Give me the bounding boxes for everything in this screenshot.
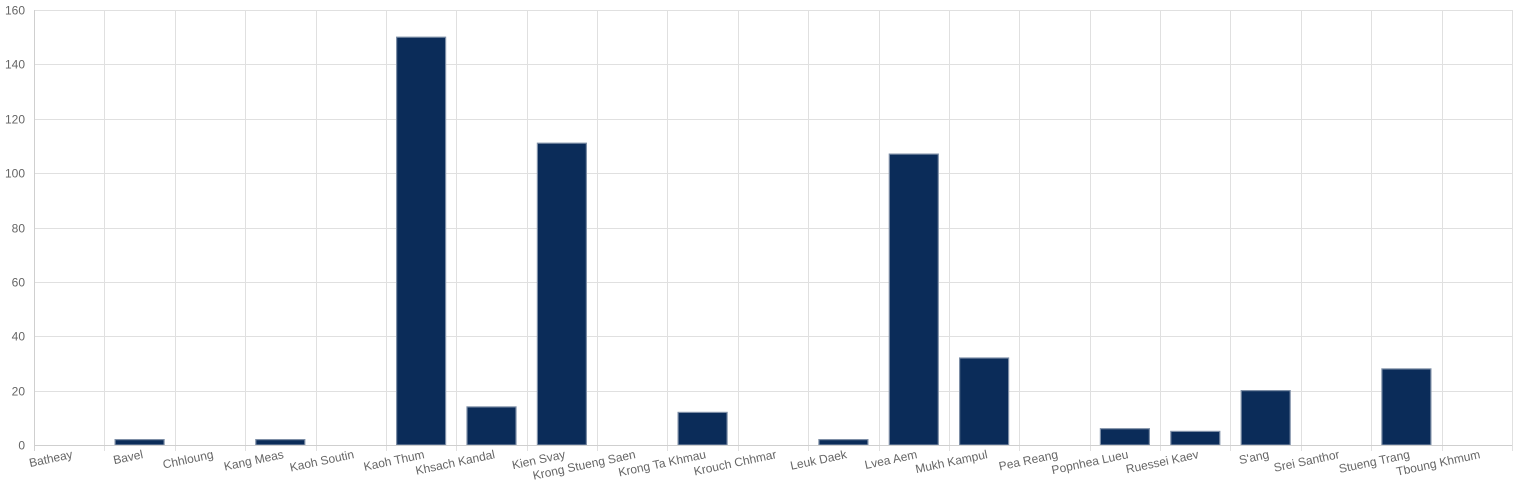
bar xyxy=(536,142,588,446)
bars xyxy=(114,36,1432,446)
bar xyxy=(466,406,517,446)
y-tick-label: 100 xyxy=(5,167,25,181)
x-tick-label: S'ang xyxy=(1238,447,1271,467)
x-tick-label: Chhloung xyxy=(161,447,214,471)
gridlines xyxy=(34,10,1513,451)
bar xyxy=(677,411,728,446)
x-tick-label: Popnhea Lueu xyxy=(1050,447,1129,477)
y-tick-label: 140 xyxy=(5,58,25,72)
x-tick-label: Bavel xyxy=(112,447,144,467)
x-tick-label: Ruessei Kaev xyxy=(1125,447,1200,476)
y-tick-label: 20 xyxy=(12,385,26,399)
y-tick-label: 120 xyxy=(5,113,25,127)
x-tick-label: Kaoh Soutin xyxy=(288,447,355,474)
bar xyxy=(255,439,306,446)
x-tick-label: Pea Reang xyxy=(997,447,1059,473)
bar xyxy=(114,439,165,446)
bar xyxy=(396,36,447,446)
x-tick-label: Mukh Kampul xyxy=(914,447,989,476)
x-tick-label: Lvea Aem xyxy=(863,447,918,472)
x-tick-label: Khsach Kandal xyxy=(414,447,496,477)
bar xyxy=(888,153,939,446)
bar xyxy=(1381,368,1432,446)
x-tick-label: Srei Santhor xyxy=(1272,447,1340,475)
y-tick-labels: 0 20 40 60 80 100 120 140 160 xyxy=(5,4,25,453)
bar xyxy=(1240,390,1291,446)
bar xyxy=(958,357,1010,446)
x-tick-label: Leuk Daek xyxy=(789,447,849,473)
y-tick-label: 40 xyxy=(12,330,26,344)
y-tick-label: 60 xyxy=(12,276,26,290)
y-tick-label: 160 xyxy=(5,4,25,18)
axes xyxy=(34,10,1512,451)
bar xyxy=(818,439,869,446)
x-tick-label: Kang Meas xyxy=(223,447,285,473)
bar xyxy=(1099,428,1151,446)
bar xyxy=(1170,430,1221,446)
y-tick-label: 0 xyxy=(18,439,25,453)
y-tick-label: 80 xyxy=(12,222,26,236)
x-tick-labels: Batheay Bavel Chhloung Kang Meas Kaoh Soutin… xyxy=(28,447,1482,483)
